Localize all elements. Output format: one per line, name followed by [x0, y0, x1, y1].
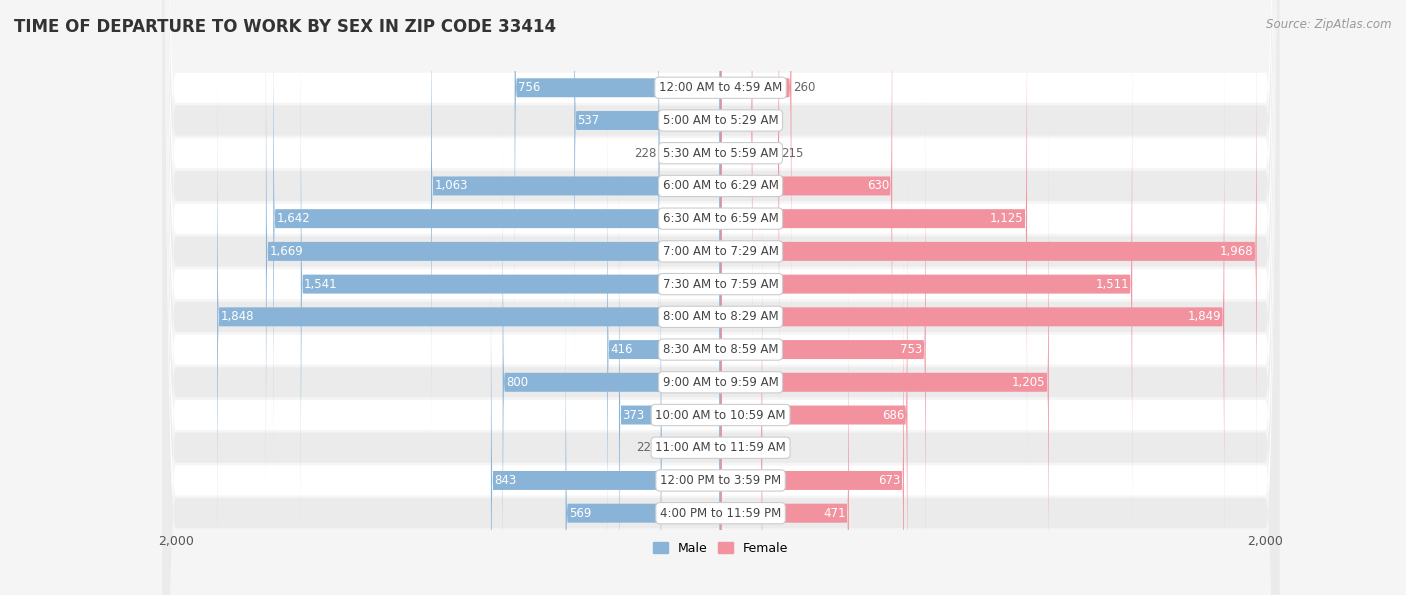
FancyBboxPatch shape: [162, 0, 1279, 595]
FancyBboxPatch shape: [162, 0, 1279, 595]
Text: 1,205: 1,205: [1012, 376, 1046, 389]
Text: 12:00 AM to 4:59 AM: 12:00 AM to 4:59 AM: [659, 82, 782, 94]
Text: 9:00 AM to 9:59 AM: 9:00 AM to 9:59 AM: [662, 376, 779, 389]
Text: 8:00 AM to 8:29 AM: 8:00 AM to 8:29 AM: [662, 311, 779, 323]
Text: 6:30 AM to 6:59 AM: 6:30 AM to 6:59 AM: [662, 212, 779, 225]
FancyBboxPatch shape: [432, 0, 721, 439]
Text: 8:30 AM to 8:59 AM: 8:30 AM to 8:59 AM: [662, 343, 779, 356]
Text: 1,848: 1,848: [221, 311, 254, 323]
FancyBboxPatch shape: [301, 32, 721, 537]
FancyBboxPatch shape: [721, 162, 907, 595]
FancyBboxPatch shape: [162, 0, 1279, 595]
Text: 756: 756: [517, 82, 540, 94]
FancyBboxPatch shape: [162, 0, 1279, 595]
Text: 569: 569: [569, 507, 591, 519]
FancyBboxPatch shape: [503, 130, 721, 595]
Text: 10:00 AM to 10:59 AM: 10:00 AM to 10:59 AM: [655, 409, 786, 421]
FancyBboxPatch shape: [721, 0, 752, 373]
FancyBboxPatch shape: [217, 64, 721, 569]
FancyBboxPatch shape: [162, 0, 1279, 595]
FancyBboxPatch shape: [515, 0, 721, 340]
Text: 471: 471: [823, 507, 845, 519]
Text: 373: 373: [623, 409, 644, 421]
Text: 1,063: 1,063: [434, 180, 468, 192]
FancyBboxPatch shape: [162, 0, 1279, 595]
Text: 6:00 AM to 6:29 AM: 6:00 AM to 6:29 AM: [662, 180, 779, 192]
Text: 673: 673: [879, 474, 901, 487]
FancyBboxPatch shape: [565, 261, 721, 595]
Text: 11:00 AM to 11:59 AM: 11:00 AM to 11:59 AM: [655, 441, 786, 454]
Text: 1,642: 1,642: [277, 212, 311, 225]
FancyBboxPatch shape: [721, 0, 1257, 504]
FancyBboxPatch shape: [162, 0, 1279, 595]
FancyBboxPatch shape: [273, 0, 721, 471]
Text: 5:30 AM to 5:59 AM: 5:30 AM to 5:59 AM: [662, 147, 779, 159]
FancyBboxPatch shape: [607, 97, 721, 595]
Text: 1,849: 1,849: [1188, 311, 1220, 323]
FancyBboxPatch shape: [266, 0, 721, 504]
FancyBboxPatch shape: [721, 261, 849, 595]
Text: TIME OF DEPARTURE TO WORK BY SEX IN ZIP CODE 33414: TIME OF DEPARTURE TO WORK BY SEX IN ZIP …: [14, 18, 557, 36]
Text: 7:00 AM to 7:29 AM: 7:00 AM to 7:29 AM: [662, 245, 779, 258]
Text: 4:00 PM to 11:59 PM: 4:00 PM to 11:59 PM: [659, 507, 782, 519]
Text: 1,968: 1,968: [1220, 245, 1253, 258]
Text: 228: 228: [634, 147, 657, 159]
FancyBboxPatch shape: [619, 162, 721, 595]
Text: 260: 260: [793, 82, 815, 94]
Text: 1,541: 1,541: [304, 278, 337, 290]
Text: 537: 537: [578, 114, 600, 127]
Text: 215: 215: [782, 147, 804, 159]
FancyBboxPatch shape: [658, 0, 721, 406]
Text: Source: ZipAtlas.com: Source: ZipAtlas.com: [1267, 18, 1392, 31]
Text: 416: 416: [610, 343, 633, 356]
FancyBboxPatch shape: [661, 195, 721, 595]
Text: 753: 753: [900, 343, 922, 356]
FancyBboxPatch shape: [574, 0, 721, 373]
FancyBboxPatch shape: [721, 0, 1026, 471]
FancyBboxPatch shape: [162, 0, 1279, 595]
FancyBboxPatch shape: [721, 0, 779, 406]
Text: 5:00 AM to 5:29 AM: 5:00 AM to 5:29 AM: [662, 114, 779, 127]
FancyBboxPatch shape: [721, 64, 1225, 569]
FancyBboxPatch shape: [721, 0, 792, 340]
FancyBboxPatch shape: [162, 0, 1279, 595]
FancyBboxPatch shape: [162, 0, 1279, 595]
Text: 843: 843: [494, 474, 516, 487]
Text: 1,511: 1,511: [1095, 278, 1129, 290]
FancyBboxPatch shape: [721, 130, 1049, 595]
FancyBboxPatch shape: [162, 0, 1279, 595]
Text: 686: 686: [882, 409, 904, 421]
Text: 117: 117: [755, 114, 778, 127]
FancyBboxPatch shape: [162, 0, 1279, 595]
Text: 7:30 AM to 7:59 AM: 7:30 AM to 7:59 AM: [662, 278, 779, 290]
Text: 1,125: 1,125: [990, 212, 1024, 225]
FancyBboxPatch shape: [721, 0, 893, 439]
FancyBboxPatch shape: [721, 228, 904, 595]
FancyBboxPatch shape: [491, 228, 721, 595]
FancyBboxPatch shape: [162, 0, 1279, 595]
FancyBboxPatch shape: [162, 0, 1279, 595]
Text: 1,669: 1,669: [269, 245, 302, 258]
Text: 800: 800: [506, 376, 529, 389]
Legend: Male, Female: Male, Female: [648, 537, 793, 560]
Text: 153: 153: [765, 441, 787, 454]
FancyBboxPatch shape: [721, 97, 925, 595]
FancyBboxPatch shape: [721, 195, 762, 595]
Text: 630: 630: [866, 180, 889, 192]
FancyBboxPatch shape: [721, 32, 1132, 537]
Text: 220: 220: [636, 441, 658, 454]
Text: 12:00 PM to 3:59 PM: 12:00 PM to 3:59 PM: [659, 474, 782, 487]
